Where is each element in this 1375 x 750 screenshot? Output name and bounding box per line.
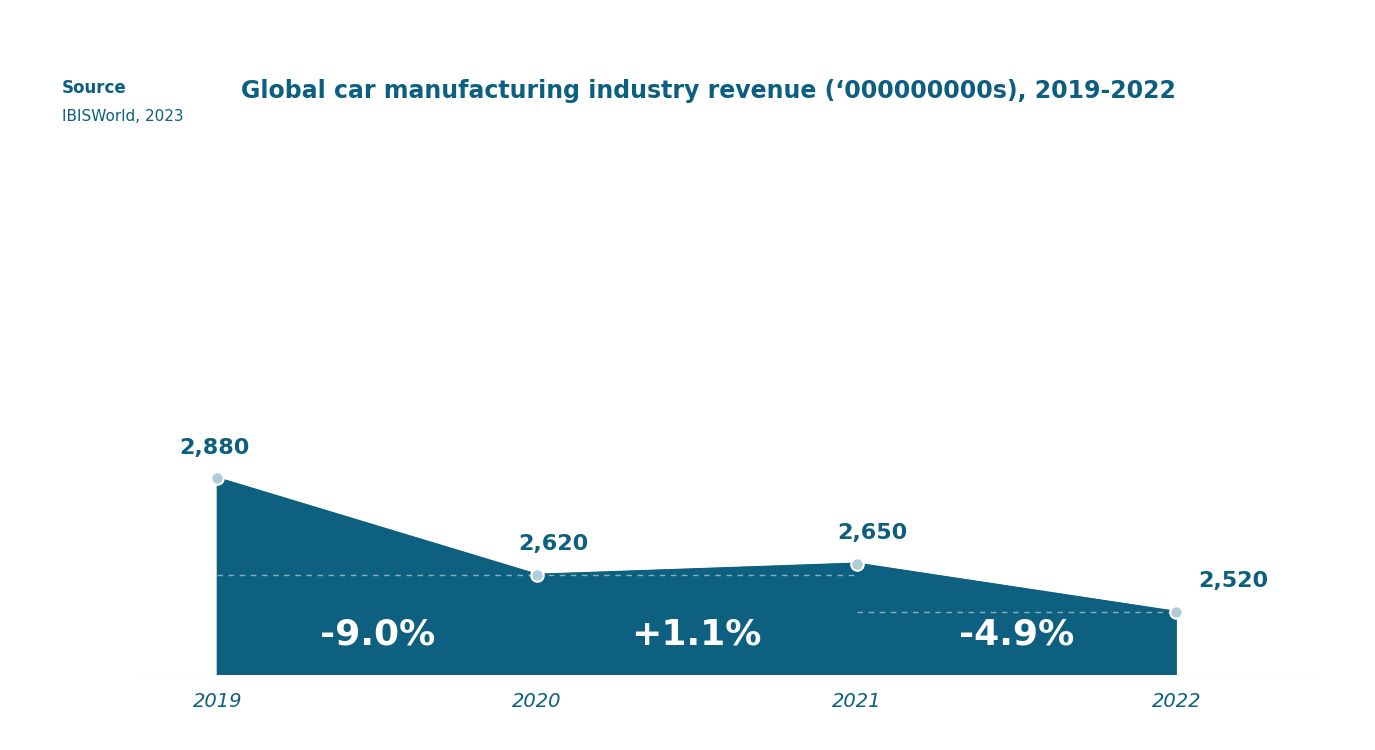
- Text: 2,650: 2,650: [837, 524, 908, 543]
- Text: 2,880: 2,880: [179, 438, 249, 458]
- Text: 2,620: 2,620: [518, 534, 588, 554]
- Text: 2,520: 2,520: [1199, 572, 1269, 592]
- Text: -9.0%: -9.0%: [319, 617, 434, 651]
- Polygon shape: [217, 478, 1176, 675]
- Text: Source: Source: [62, 79, 126, 97]
- Text: +1.1%: +1.1%: [631, 617, 762, 651]
- Text: -4.9%: -4.9%: [958, 617, 1074, 651]
- Text: IBISWorld, 2023: IBISWorld, 2023: [62, 109, 183, 124]
- Text: Global car manufacturing industry revenue (‘000000000s), 2019-2022: Global car manufacturing industry revenu…: [241, 79, 1176, 103]
